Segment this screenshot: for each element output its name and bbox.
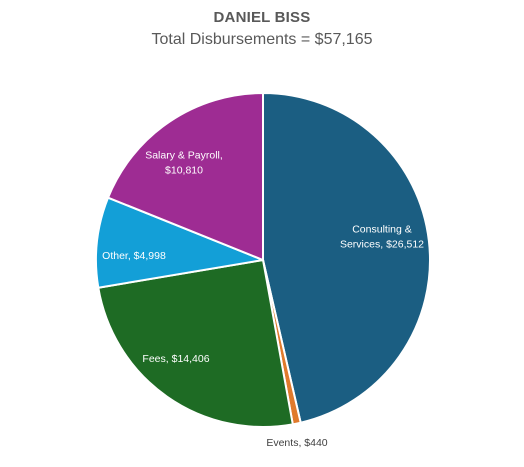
data-label-fees: Fees, $14,406 (142, 353, 209, 365)
data-label-consulting-services: Consulting & Services, $26,512 (340, 224, 424, 251)
chart-title: DANIEL BISS (213, 9, 311, 26)
pie-slice-salary-payroll (107, 92, 264, 261)
pie-slice-other (95, 196, 264, 289)
pie-slice-consulting-services (262, 92, 431, 424)
data-label-salary-payroll: Salary & Payroll, $10,810 (145, 150, 223, 177)
data-label-other: Other, $4,998 (102, 250, 166, 262)
pie-slice-fees (97, 259, 294, 428)
data-label-events: Events, $440 (266, 437, 327, 449)
chart-subtitle: Total Disbursements = $57,165 (151, 31, 373, 48)
